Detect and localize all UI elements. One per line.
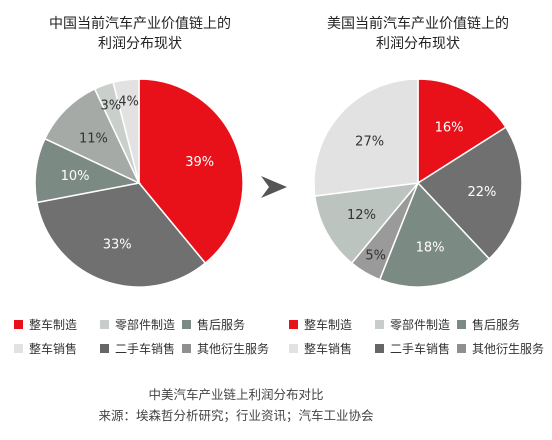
- china-legend-item: 零部件制造: [100, 316, 175, 333]
- china-slice-label-3: 11%: [79, 131, 108, 146]
- us-legend-item: 二手车销售: [375, 340, 450, 357]
- china-legend-swatch: [14, 320, 23, 329]
- china-slice-5: [112, 78, 140, 184]
- us-title-line-2: 利润分布现状: [376, 36, 460, 52]
- source-note: 来源：埃森哲分析研究；行业资讯；汽车工业协会: [98, 408, 374, 423]
- china-legend-item: 整车销售: [14, 340, 77, 357]
- china-legend-label: 整车制造: [29, 318, 78, 332]
- china-title-line-2: 利润分布现状: [98, 36, 182, 52]
- china-legend-label: 整车销售: [29, 342, 78, 356]
- us-slice-label-4: 12%: [347, 208, 376, 223]
- us-legend-item: 整车销售: [289, 340, 352, 357]
- us-slice-0: [417, 78, 507, 185]
- us-legend-swatch: [457, 344, 466, 353]
- us-slice-label-1: 22%: [468, 185, 497, 200]
- us-slice-label-3: 5%: [365, 249, 386, 264]
- us-slice-label-0: 16%: [435, 120, 464, 135]
- us-legend-label: 整车制造: [304, 318, 353, 332]
- china-legend-label: 二手车销售: [115, 342, 176, 356]
- china-slice-label-1: 33%: [103, 238, 132, 253]
- figure-caption: 中美汽车产业链上利润分布对比: [148, 387, 324, 402]
- china-legend-item: 整车制造: [14, 316, 77, 333]
- china-legend-swatch: [182, 320, 191, 329]
- us-slice-label-5: 27%: [355, 134, 384, 149]
- us-chart-title: 美国当前汽车产业价值链上的 利润分布现状: [318, 14, 518, 54]
- us-slice-2: [378, 181, 491, 288]
- china-legend-label: 售后服务: [197, 318, 246, 332]
- us-legend-label: 零部件制造: [390, 318, 451, 332]
- us-legend-label: 售后服务: [472, 318, 521, 332]
- us-legend-swatch: [375, 320, 384, 329]
- china-chart-title: 中国当前汽车产业价值链上的 利润分布现状: [40, 14, 240, 54]
- china-slice-1: [35, 182, 207, 288]
- us-pie-chart: 16% 22% 18% 5% 12% 27%: [313, 78, 523, 288]
- us-slice-label-2: 18%: [416, 240, 445, 255]
- us-legend-swatch: [457, 320, 466, 329]
- us-slice-5: [313, 78, 419, 197]
- china-legend-item: 二手车销售: [100, 340, 175, 357]
- us-legend-item: 整车制造: [289, 316, 352, 333]
- china-title-line-1: 中国当前汽车产业价值链上的: [49, 16, 231, 32]
- china-legend-item: 售后服务: [182, 316, 245, 333]
- china-slice-label-2: 10%: [61, 169, 90, 184]
- us-legend-item: 售后服务: [457, 316, 520, 333]
- china-legend-label: 零部件制造: [115, 318, 176, 332]
- us-title-line-1: 美国当前汽车产业价值链上的: [327, 16, 509, 32]
- us-slice-4: [313, 182, 420, 265]
- us-slice-1: [416, 126, 523, 260]
- us-legend-swatch: [289, 320, 298, 329]
- us-legend-swatch: [375, 344, 384, 353]
- us-legend-label: 整车销售: [304, 342, 353, 356]
- china-slice-label-5: 4%: [118, 94, 139, 109]
- arrow-right-icon: [261, 176, 287, 198]
- us-legend-swatch: [289, 344, 298, 353]
- us-legend-label: 二手车销售: [390, 342, 451, 356]
- china-legend-swatch: [14, 344, 23, 353]
- china-slice-label-0: 39%: [185, 155, 214, 170]
- china-slice-label-4: 3%: [101, 99, 122, 114]
- us-legend-item: 其他衍生服务: [457, 340, 544, 357]
- china-slice-3: [43, 87, 141, 185]
- china-legend-swatch: [100, 344, 109, 353]
- china-legend-item: 其他衍生服务: [182, 340, 269, 357]
- china-slice-0: [138, 78, 244, 265]
- us-legend-label: 其他衍生服务: [472, 342, 545, 356]
- china-pie-chart: 39% 33% 10% 11% 3%4%: [34, 78, 244, 288]
- china-legend-label: 其他衍生服务: [197, 342, 270, 356]
- us-legend-item: 零部件制造: [375, 316, 450, 333]
- china-legend-swatch: [100, 320, 109, 329]
- china-legend-swatch: [182, 344, 191, 353]
